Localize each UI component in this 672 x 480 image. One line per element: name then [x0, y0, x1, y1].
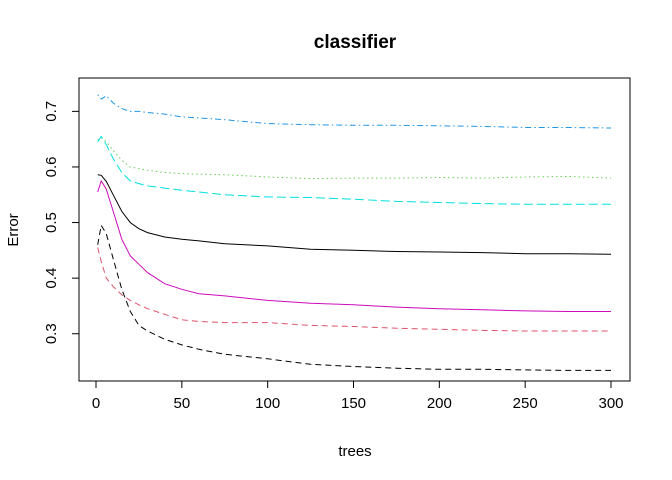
y-tick-label: 0.6: [43, 157, 60, 178]
y-tick-label: 0.5: [43, 212, 60, 233]
y-axis-label: Error: [5, 213, 22, 246]
series-line-5: [97, 135, 611, 205]
x-tick-label: 200: [427, 395, 452, 412]
x-tick-label: 50: [173, 395, 190, 412]
x-tick-label: 250: [513, 395, 538, 412]
x-tick-label: 150: [341, 395, 366, 412]
y-tick-label: 0.4: [43, 268, 60, 289]
x-tick-label: 0: [92, 395, 100, 412]
x-axis: 0 50 100 150 200 250 300: [92, 380, 624, 412]
series-line-2: [97, 247, 611, 332]
y-axis: 0.3 0.4 0.5 0.6 0.7: [43, 101, 80, 344]
x-tick-label: 300: [598, 395, 623, 412]
y-tick-label: 0.7: [43, 101, 60, 122]
series-line-4: [97, 94, 612, 129]
series-line-3: [97, 136, 612, 180]
plot-frame: [78, 77, 631, 382]
x-axis-label: trees: [338, 443, 371, 460]
y-tick-label: 0.3: [43, 323, 60, 344]
x-tick-label: 100: [255, 395, 280, 412]
series-line-6: [97, 179, 611, 312]
series-group: [97, 94, 612, 371]
chart-title: classifier: [314, 32, 397, 53]
series-line-1: [97, 174, 612, 255]
series-line-7: [97, 223, 611, 371]
